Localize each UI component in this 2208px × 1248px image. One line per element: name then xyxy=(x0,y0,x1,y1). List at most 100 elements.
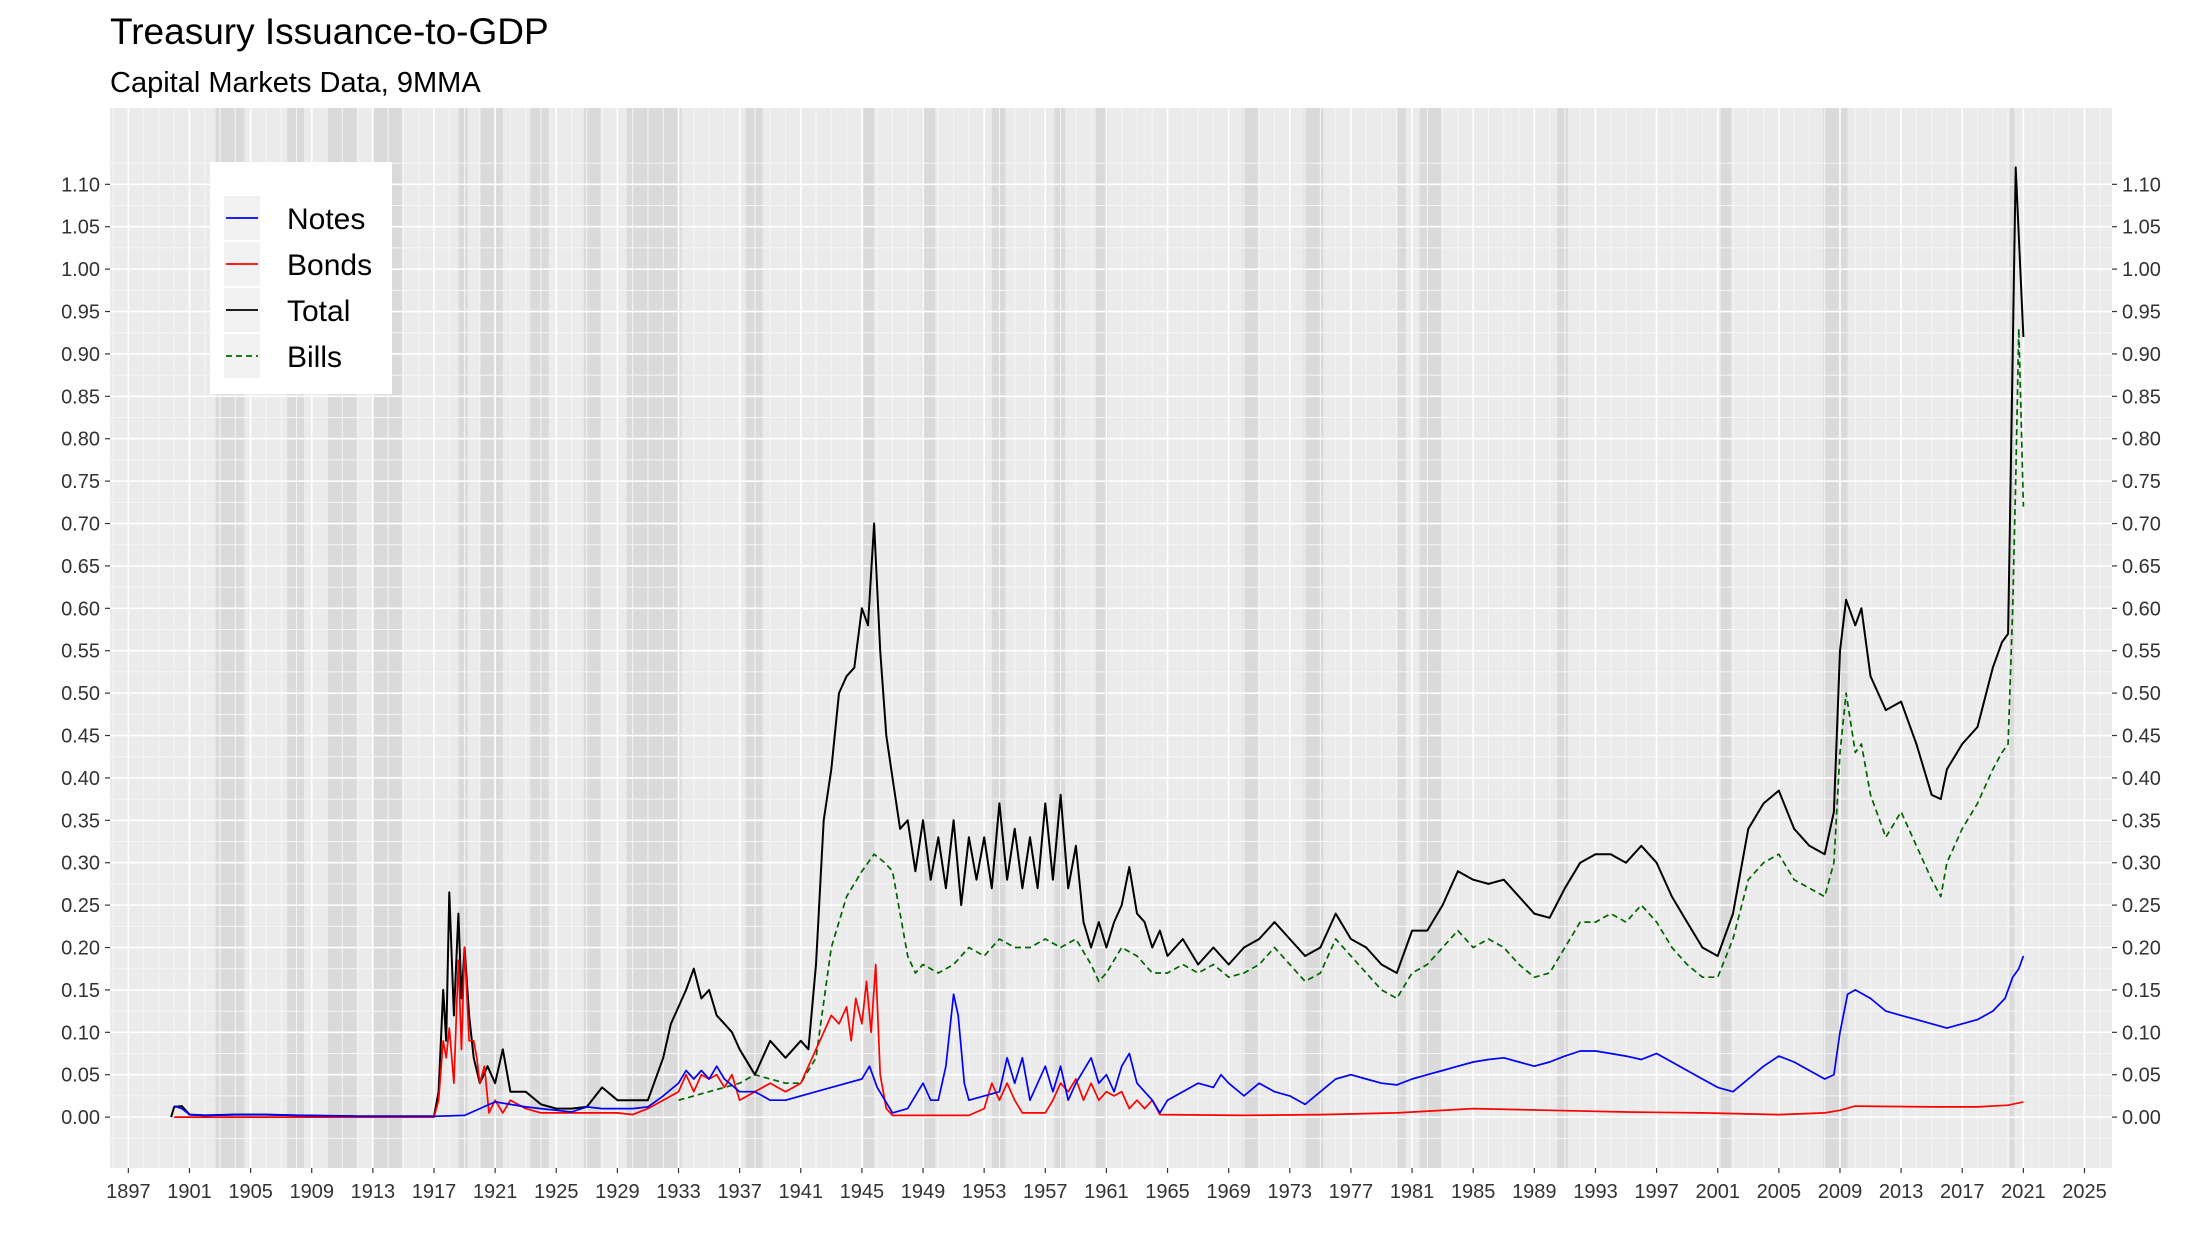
y-tick-label: 0.00 xyxy=(61,1107,100,1129)
series-line-notes xyxy=(173,955,2025,1118)
y-tick-label: 0.25 xyxy=(61,895,100,917)
y-tick-label: 1.00 xyxy=(61,259,100,281)
y-tick-label: 0.20 xyxy=(61,938,100,960)
y-tick-label-right: 0.25 xyxy=(2122,895,2161,917)
recession-band xyxy=(921,108,936,1168)
x-tick-label: 1957 xyxy=(1023,1181,1068,1203)
x-tick-label: 1969 xyxy=(1206,1181,1251,1203)
y-tick-label-right: 0.20 xyxy=(2122,938,2161,960)
y-tick-label: 0.30 xyxy=(61,853,100,875)
x-axis: 1897 1901 1905 1909 1913 1917 1921 1925 1929 1933… xyxy=(106,1168,2107,1203)
x-tick-label: 1925 xyxy=(534,1181,579,1203)
y-tick-label-right: 0.65 xyxy=(2122,556,2161,578)
y-tick-label: 0.10 xyxy=(61,1022,100,1044)
y-tick-label: 0.90 xyxy=(61,344,100,366)
x-tick-label: 2017 xyxy=(1940,1181,1985,1203)
recession-band xyxy=(863,108,875,1168)
x-tick-label: 1965 xyxy=(1145,1181,1190,1203)
x-tick-label: 1953 xyxy=(962,1181,1007,1203)
y-axis-left: 0.00 0.05 0.10 0.15 0.20 0.25 0.30 0.35 0.40 0.45… xyxy=(61,174,110,1129)
y-tick-label-right: 0.75 xyxy=(2122,471,2161,493)
recession-band xyxy=(1419,108,1442,1168)
x-tick-label: 2001 xyxy=(1695,1181,1740,1203)
x-tick-label: 1917 xyxy=(412,1181,457,1203)
x-tick-label: 1929 xyxy=(595,1181,640,1203)
recession-band xyxy=(1242,108,1258,1168)
y-tick-label-right: 0.05 xyxy=(2122,1065,2161,1087)
y-tick-label: 1.05 xyxy=(61,217,100,239)
y-tick-label: 0.55 xyxy=(61,641,100,663)
grid-lines xyxy=(110,108,2112,1168)
y-tick-label-right: 1.00 xyxy=(2122,259,2161,281)
recession-band xyxy=(626,108,682,1168)
x-tick-label: 1949 xyxy=(901,1181,946,1203)
y-tick-label: 0.95 xyxy=(61,302,100,324)
recession-band xyxy=(1396,108,1406,1168)
x-tick-label: 2013 xyxy=(1879,1181,1924,1203)
x-tick-label: 1961 xyxy=(1084,1181,1129,1203)
recession-band xyxy=(458,108,468,1168)
y-axis-right: 0.00 0.05 0.10 0.15 0.20 0.25 0.30 0.35 0.40 0.45… xyxy=(2112,174,2161,1129)
y-tick-label-right: 1.05 xyxy=(2122,217,2161,239)
y-tick-label-right: 0.50 xyxy=(2122,683,2161,705)
y-tick-label-right: 0.40 xyxy=(2122,768,2161,790)
x-tick-label: 1985 xyxy=(1451,1181,1496,1203)
chart-subtitle: Capital Markets Data, 9MMA xyxy=(110,67,481,99)
recession-band xyxy=(1054,108,1066,1168)
y-tick-label: 0.40 xyxy=(61,768,100,790)
y-tick-label-right: 1.10 xyxy=(2122,174,2161,196)
y-tick-label: 0.60 xyxy=(61,598,100,620)
y-tick-label: 0.70 xyxy=(61,514,100,536)
y-tick-label-right: 0.00 xyxy=(2122,1107,2161,1129)
y-tick-label: 0.75 xyxy=(61,471,100,493)
x-tick-label: 1913 xyxy=(351,1181,396,1203)
x-tick-label: 1973 xyxy=(1268,1181,1313,1203)
y-tick-label-right: 0.60 xyxy=(2122,598,2161,620)
y-tick-label: 0.45 xyxy=(61,726,100,748)
x-tick-label: 1905 xyxy=(228,1181,273,1203)
recession-band xyxy=(991,108,1006,1168)
x-tick-label: 2005 xyxy=(1757,1181,1802,1203)
recession-band xyxy=(583,108,601,1168)
x-tick-label: 1981 xyxy=(1390,1181,1435,1203)
y-tick-label-right: 0.10 xyxy=(2122,1022,2161,1044)
x-tick-label: 1993 xyxy=(1573,1181,1618,1203)
y-tick-label-right: 0.70 xyxy=(2122,514,2161,536)
chart-title: Treasury Issuance-to-GDP xyxy=(110,11,549,52)
y-tick-label-right: 0.45 xyxy=(2122,726,2161,748)
y-tick-label: 0.35 xyxy=(61,810,100,832)
y-tick-label-right: 0.15 xyxy=(2122,980,2161,1002)
recession-band xyxy=(1303,108,1324,1168)
y-tick-label: 1.10 xyxy=(61,174,100,196)
x-tick-label: 1941 xyxy=(779,1181,824,1203)
series-lines xyxy=(170,166,2025,1118)
x-tick-label: 1921 xyxy=(473,1181,518,1203)
y-tick-label-right: 0.85 xyxy=(2122,386,2161,408)
x-tick-label: 1901 xyxy=(167,1181,212,1203)
recession-band xyxy=(1557,108,1568,1168)
x-tick-label: 1945 xyxy=(840,1181,885,1203)
x-tick-label: 2021 xyxy=(2001,1181,2046,1203)
x-tick-label: 2025 xyxy=(2062,1181,2107,1203)
recession-band xyxy=(1720,108,1732,1168)
recession-band xyxy=(1095,108,1108,1168)
y-tick-label-right: 0.90 xyxy=(2122,344,2161,366)
y-tick-label-right: 0.30 xyxy=(2122,853,2161,875)
y-tick-label: 0.50 xyxy=(61,683,100,705)
legend-label-bonds: Bonds xyxy=(287,249,372,282)
series-line-total xyxy=(170,166,2025,1118)
x-tick-label: 1977 xyxy=(1329,1181,1374,1203)
y-tick-label-right: 0.55 xyxy=(2122,641,2161,663)
x-tick-label: 1997 xyxy=(1634,1181,1679,1203)
x-tick-label: 1909 xyxy=(289,1181,334,1203)
legend: Notes Bonds Total Bills xyxy=(210,162,392,394)
x-tick-label: 1989 xyxy=(1512,1181,1557,1203)
recession-band xyxy=(1823,108,1848,1168)
x-tick-label: 1937 xyxy=(717,1181,762,1203)
x-tick-label: 2009 xyxy=(1818,1181,1863,1203)
plot-panel xyxy=(110,108,2112,1168)
y-tick-label: 0.85 xyxy=(61,386,100,408)
legend-label-notes: Notes xyxy=(287,203,365,236)
y-tick-label-right: 0.80 xyxy=(2122,429,2161,451)
